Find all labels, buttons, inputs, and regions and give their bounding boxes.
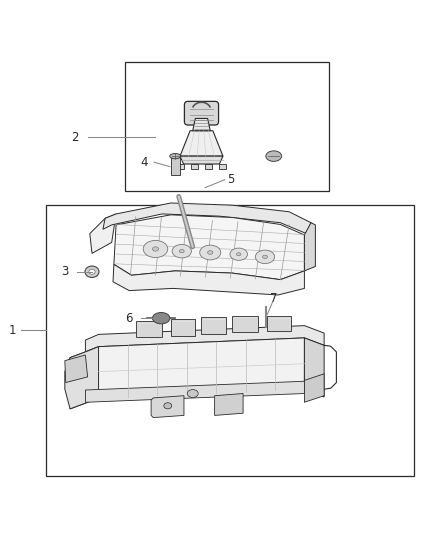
Ellipse shape [263, 255, 267, 259]
Ellipse shape [172, 245, 191, 258]
Bar [171, 319, 195, 336]
Text: 7: 7 [270, 292, 278, 304]
Bar [267, 316, 291, 332]
Ellipse shape [85, 266, 99, 278]
Ellipse shape [187, 390, 198, 398]
FancyBboxPatch shape [184, 101, 219, 125]
Ellipse shape [208, 251, 213, 254]
Bar [177, 164, 184, 169]
Bar [191, 164, 198, 169]
Polygon shape [85, 338, 304, 403]
Text: 2: 2 [71, 131, 78, 144]
Polygon shape [304, 338, 324, 397]
Bar [136, 321, 162, 337]
Bar [232, 316, 258, 332]
Ellipse shape [266, 151, 282, 161]
Polygon shape [113, 264, 304, 295]
Bar [171, 156, 180, 175]
Polygon shape [304, 374, 324, 402]
Text: 6: 6 [125, 312, 133, 325]
Text: 5: 5 [227, 173, 234, 186]
Polygon shape [151, 395, 184, 418]
Polygon shape [215, 393, 243, 415]
Ellipse shape [180, 249, 184, 253]
Bar [205, 164, 212, 169]
Text: 4: 4 [141, 156, 148, 169]
Ellipse shape [230, 248, 247, 260]
Polygon shape [65, 346, 99, 409]
Polygon shape [304, 223, 315, 271]
Ellipse shape [164, 403, 172, 409]
Polygon shape [114, 215, 304, 280]
Text: 3: 3 [61, 265, 68, 278]
Ellipse shape [255, 250, 275, 264]
Ellipse shape [200, 245, 221, 260]
Ellipse shape [152, 312, 170, 324]
Ellipse shape [89, 269, 95, 274]
Bar [125, 61, 328, 191]
Polygon shape [65, 355, 88, 383]
Polygon shape [90, 214, 116, 253]
Polygon shape [180, 131, 223, 156]
Polygon shape [180, 156, 223, 164]
Ellipse shape [237, 253, 241, 256]
Bar [201, 317, 226, 334]
Ellipse shape [152, 247, 159, 251]
Text: 1: 1 [8, 324, 16, 336]
Polygon shape [85, 326, 324, 352]
Polygon shape [70, 352, 85, 409]
Polygon shape [85, 381, 304, 402]
Bar [46, 205, 414, 476]
Ellipse shape [143, 240, 168, 257]
Bar [219, 164, 226, 169]
Polygon shape [193, 118, 210, 131]
Polygon shape [103, 203, 311, 233]
Ellipse shape [170, 154, 180, 159]
